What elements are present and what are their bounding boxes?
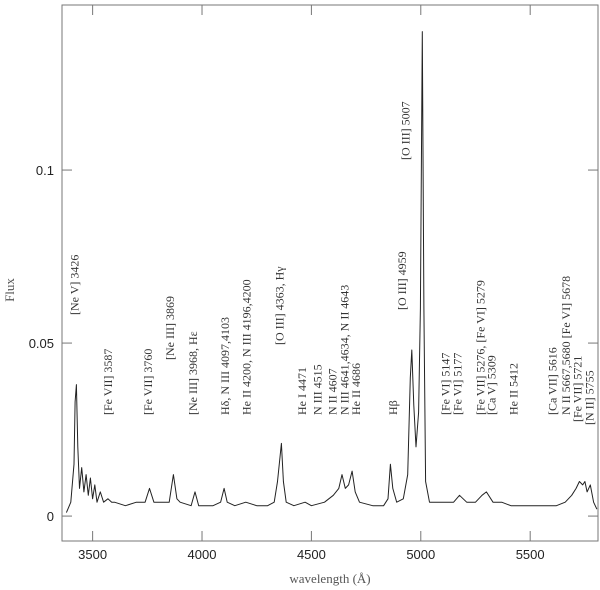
- annotation: Hδ, N III 4097,4103: [218, 317, 232, 415]
- x-tick-label: 4500: [297, 547, 326, 562]
- x-tick-label: 5000: [406, 547, 435, 562]
- annotation: He I 4471: [295, 367, 309, 415]
- annotation: [Ne III] 3968, Hε: [186, 331, 200, 415]
- y-tick-label: 0.05: [29, 336, 54, 351]
- spectrum-line: [65, 31, 598, 513]
- annotation: Hβ: [386, 400, 400, 415]
- annotation: [O III] 4363, Hγ: [273, 266, 287, 345]
- y-tick-label: 0.1: [36, 163, 54, 178]
- x-tick-label: 5500: [516, 547, 545, 562]
- annotation: [Fe VII] 3760: [141, 349, 155, 415]
- annotation: [Ca VII] 5616: [546, 347, 560, 415]
- annotation: [Fe VII] 3587: [101, 349, 115, 415]
- annotation: [Ne V] 3426: [68, 255, 82, 315]
- annotation: [Ne III] 3869: [163, 296, 177, 360]
- annotation: [O III] 5007: [399, 101, 413, 160]
- annotation: N II 5667,5680 [Fe VI] 5678: [559, 276, 573, 415]
- y-axis-label: Flux: [2, 278, 17, 302]
- annotation: [Fe VII] 5721: [570, 356, 584, 422]
- annotation: He II 4200, N III 4196,4200: [240, 279, 254, 415]
- annotation: [Ca V] 5309: [484, 355, 498, 415]
- x-axis-label: wavelength (Å): [289, 571, 370, 586]
- annotation: [Fe VII] 5276, [Fe VI] 5279: [474, 280, 488, 415]
- annotation: N III 4641,4634, N II 4643: [338, 285, 352, 415]
- annotation: [N II] 5755: [582, 370, 596, 425]
- annotation: N II 4607: [326, 368, 340, 415]
- annotation: [Fe VI] 5147: [439, 353, 453, 415]
- annotation: [Fe VI] 5177: [451, 353, 465, 415]
- x-tick-label: 4000: [188, 547, 217, 562]
- plot-frame: [61, 4, 599, 542]
- annotation: N III 4515: [311, 364, 325, 415]
- y-tick-label: 0: [47, 509, 54, 524]
- annotation: He II 5412: [507, 363, 521, 415]
- annotation: He II 4686: [349, 363, 363, 415]
- x-tick-label: 3500: [78, 547, 107, 562]
- annotation: [O III] 4959: [395, 251, 409, 310]
